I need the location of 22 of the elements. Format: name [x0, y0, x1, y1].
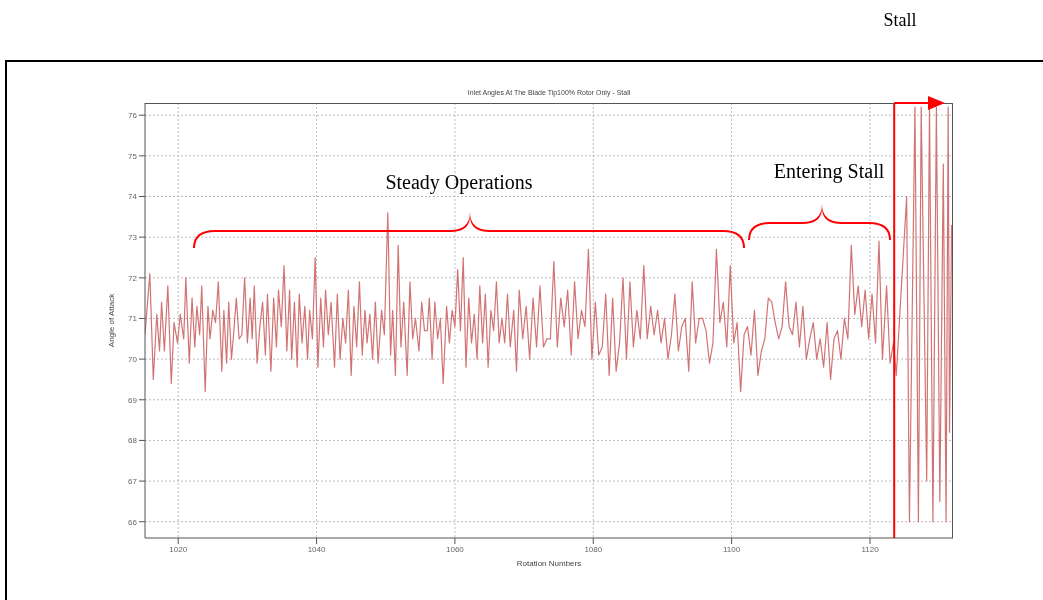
x-tick-label: 1040: [307, 544, 327, 554]
x-tick-label: 1020: [169, 544, 188, 554]
y-tick-label: 70: [128, 354, 138, 364]
y-tick-label: 71: [128, 314, 138, 324]
y-tick-label: 75: [128, 151, 138, 161]
x-tick-label: 1100: [723, 544, 741, 554]
x-axis-title: Rotation Numbers: [516, 559, 582, 568]
text: Stall: [883, 9, 917, 31]
y-tick-label: 74: [128, 192, 138, 202]
x-tick-label: 1120: [861, 544, 880, 554]
y-tick-label: 67: [128, 476, 138, 486]
y-tick-label: 73: [128, 233, 138, 242]
x-tick-label: 1080: [584, 544, 603, 554]
y-axis-title: Angle of Attack: [106, 292, 116, 348]
y-tick-label: 68: [128, 436, 138, 446]
x-tick-label: 1060: [446, 544, 465, 554]
y-tick-label: 66: [128, 517, 138, 527]
y-tick-label: 76: [128, 111, 138, 121]
annotation: Entering Stall: [773, 159, 885, 183]
y-tick-label: 72: [128, 273, 138, 283]
y-tick-label: 69: [128, 395, 138, 405]
annotation: Steady Operations: [385, 170, 533, 194]
